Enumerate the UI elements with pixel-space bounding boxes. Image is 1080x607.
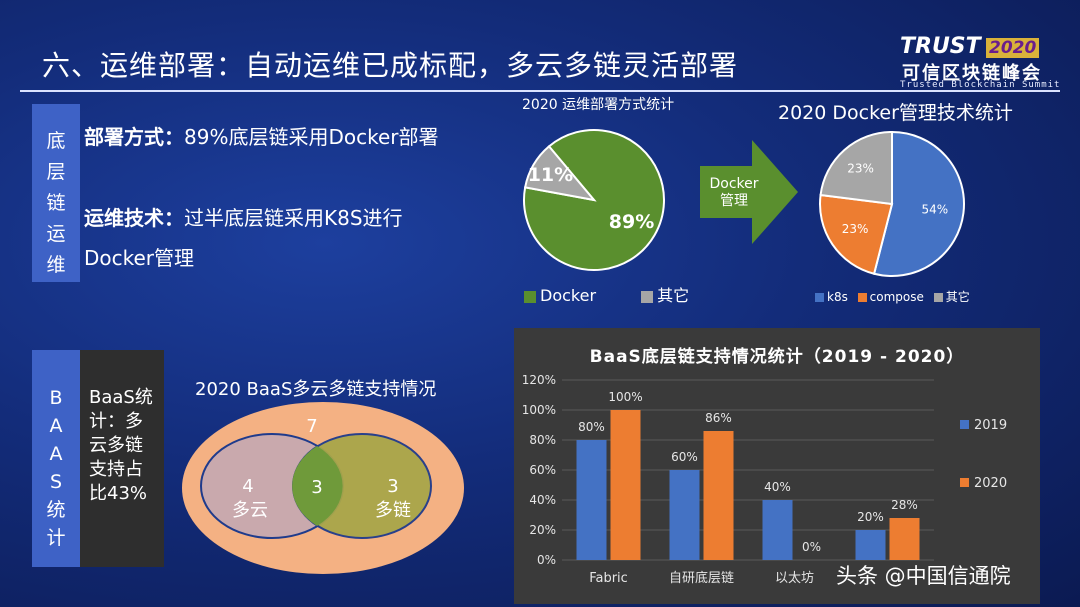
- venn-diagram: 7 4 多云 3 3 多链: [182, 402, 464, 574]
- watermark-credit: 头条 @中国信通院: [836, 564, 1011, 588]
- bar-legend-label-2020: 2020: [974, 476, 1007, 491]
- pie2-legend-item-k8s: k8s: [815, 290, 848, 304]
- bar-data-label: 86%: [705, 411, 732, 425]
- pie2-legend-item-other: 其它: [933, 290, 970, 304]
- bar-y-tick-label: 80%: [529, 433, 556, 447]
- slide-title: 六、运维部署：自动运维已成标配，多云多链灵活部署: [42, 49, 739, 82]
- bar-y-tick-label: 120%: [522, 373, 556, 387]
- bar-y-tick-label: 20%: [529, 523, 556, 537]
- pie2-data-label-2: 23%: [847, 161, 874, 175]
- title-divider: [20, 90, 1060, 92]
- bar-legend-label-2019: 2019: [974, 418, 1007, 433]
- pie2-data-label-0: 54%: [922, 202, 949, 216]
- pie2-legend: k8s compose 其它: [815, 288, 970, 305]
- tech-label: 运维技术：: [84, 206, 184, 230]
- venn-right-count: 3: [387, 476, 398, 497]
- pie2-legend-item-compose: compose: [857, 290, 924, 304]
- bar-chart-title: BaaS底层链支持情况统计（2019 - 2020）: [589, 347, 965, 367]
- venn-outside-count: 7: [306, 416, 317, 437]
- pie2-slice-0: [872, 130, 965, 277]
- pie2-title: 2020 Docker管理技术统计: [778, 102, 1013, 124]
- pie2-chart: 54% 23% 23%: [819, 130, 965, 277]
- bar-chart: 80% 100% 60% 86% 40% 0% 20% 28% 0% 20% 40% 60% 80% 1…: [522, 373, 1007, 586]
- ops-side-label-text: 底层链运维: [46, 130, 66, 276]
- deploy-line: 部署方式：89%底层链采用Docker部署: [84, 121, 438, 150]
- bar-2019-0: [576, 440, 607, 560]
- pie2-legend-k8s: k8s: [827, 290, 848, 304]
- legend-swatch-gray: [641, 290, 654, 303]
- tech-text-2: Docker管理: [84, 246, 195, 270]
- logo-cn-name: 可信区块链峰会: [902, 63, 1042, 84]
- legend-swatch-green: [524, 290, 536, 303]
- bar-x-tick-label: Fabric: [589, 571, 628, 586]
- bar-data-label: 20%: [857, 510, 884, 524]
- bar-y-tick-label: 0%: [537, 553, 556, 567]
- pie2-slice-1: [819, 193, 894, 275]
- bar-legend-swatch-2020: [960, 478, 969, 487]
- pie2-legend-other: 其它: [945, 290, 970, 304]
- venn-intersection: [292, 446, 343, 526]
- venn-intersection-count: 3: [311, 477, 322, 498]
- pie1-legend-other: 其它: [657, 286, 690, 305]
- pie2-data-label-1: 23%: [842, 222, 869, 236]
- tech-text-1: 过半底层链采用K8S进行: [184, 206, 403, 230]
- pie1-data-label-0: 89%: [609, 211, 654, 233]
- bar-2020-3: [889, 518, 920, 560]
- logo-year: 2020: [986, 38, 1040, 58]
- bar-legend-swatch-2019: [960, 420, 969, 429]
- venn-left-count: 4: [242, 476, 253, 497]
- venn-right-name: 多链: [375, 500, 411, 521]
- bar-2020-0: [610, 410, 641, 560]
- tech-line: 运维技术：过半底层链采用K8S进行: [84, 202, 403, 231]
- pie2-legend-compose: compose: [869, 290, 924, 304]
- bar-data-label: 28%: [891, 498, 918, 512]
- deploy-label: 部署方式：: [84, 125, 184, 149]
- logo-trust: TRUST: [900, 34, 981, 59]
- baas-stat-text: BaaS统计：多云多链支持占比43%: [89, 387, 153, 504]
- bar-y-tick-label: 60%: [529, 463, 556, 477]
- bar-data-label: 40%: [764, 480, 791, 494]
- right-arrow-icon: [700, 140, 798, 244]
- venn-left-name: 多云: [232, 500, 268, 521]
- pie1-legend: Docker 其它: [524, 282, 689, 306]
- legend-swatch-blue: [815, 293, 824, 302]
- bar-2020-1: [703, 431, 734, 560]
- pie1-data-label-1: 11%: [528, 164, 573, 186]
- bar-x-tick-label: 自研底层链: [669, 570, 734, 586]
- bar-data-label: 60%: [671, 450, 698, 464]
- pie1-chart: 89% 11%: [523, 129, 665, 271]
- bar-2019-2: [762, 500, 793, 560]
- pie1-legend-item-docker: Docker: [524, 286, 596, 305]
- deploy-text: 89%底层链采用Docker部署: [184, 125, 439, 149]
- pie2-slice-2: [819, 130, 893, 206]
- bar-y-tick-label: 40%: [529, 493, 556, 507]
- arrow-label: Docker管理: [709, 176, 759, 209]
- bar-data-label: 0%: [802, 540, 821, 554]
- bar-2019-3: [855, 530, 886, 560]
- logo-en-name: Trusted Blockchain Summit: [900, 80, 1061, 90]
- legend-swatch-orange: [857, 293, 867, 302]
- bar-y-tick-label: 100%: [522, 403, 556, 417]
- ops-side-label: 底层链运维: [32, 104, 80, 282]
- baas-stat-box: [80, 350, 164, 567]
- pie1-legend-docker: Docker: [540, 286, 597, 305]
- venn-title: 2020 BaaS多云多链支持情况: [195, 379, 437, 400]
- pie1-legend-item-other: 其它: [641, 286, 689, 305]
- pie1-slice-1: [523, 144, 597, 202]
- pie1-title: 2020 运维部署方式统计: [522, 97, 675, 113]
- bar-data-label: 80%: [578, 420, 605, 434]
- bar-x-tick-label: 以太坊: [775, 571, 814, 586]
- legend-swatch-gray-2: [933, 293, 943, 302]
- bar-2019-1: [669, 470, 700, 560]
- bar-data-label: 100%: [608, 390, 642, 404]
